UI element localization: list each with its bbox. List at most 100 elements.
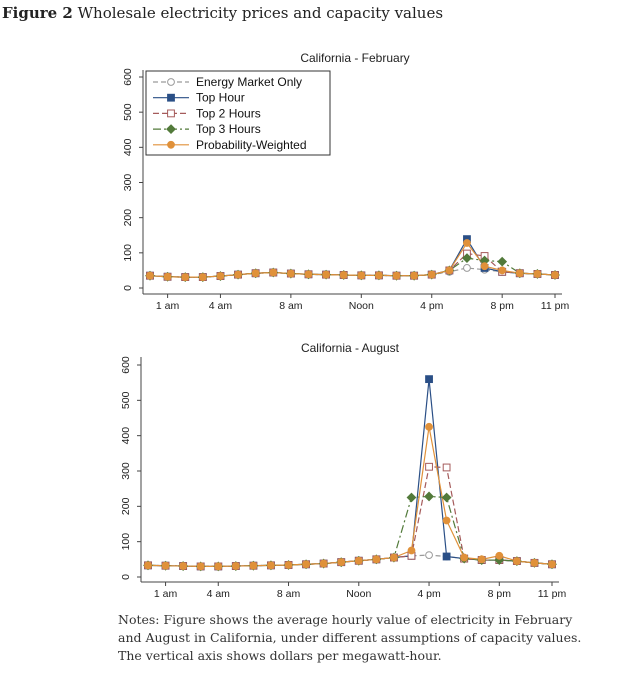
- figure-notes: Notes: Figure shows the average hourly v…: [118, 612, 582, 663]
- chart-title: California - August: [301, 341, 400, 355]
- data-point-prob: [551, 271, 559, 279]
- y-tick-label: 500: [122, 103, 134, 121]
- figure-title: Figure 2 Wholesale electricity prices an…: [2, 4, 443, 22]
- data-point-top2: [442, 463, 451, 472]
- x-tick-label: 1 am: [154, 588, 178, 600]
- data-point-prob: [354, 556, 363, 565]
- legend-marker-prob: [167, 140, 175, 149]
- series-line-prob: [147, 426, 553, 567]
- x-tick-label: Noon: [346, 588, 371, 600]
- data-point-prob: [249, 561, 258, 570]
- series-line-top3: [149, 257, 556, 278]
- legend-label-energy: Energy Market Only: [196, 75, 302, 89]
- legend-label-top1: Top Hour: [196, 91, 245, 105]
- data-point-prob: [512, 557, 521, 566]
- x-tick-label: 4 am: [209, 300, 233, 312]
- x-tick-label: 11 pm: [538, 588, 567, 600]
- data-point-prob: [407, 546, 416, 555]
- series-line-top2: [149, 252, 556, 278]
- data-point-prob: [548, 560, 556, 569]
- y-tick-label: 300: [122, 174, 134, 192]
- data-point-prob: [161, 561, 170, 570]
- data-point-prob: [392, 271, 401, 280]
- data-point-prob: [181, 273, 190, 281]
- y-tick-label: 400: [120, 427, 132, 445]
- x-tick-label: 4 pm: [420, 300, 444, 312]
- y-tick-label: 0: [120, 574, 132, 580]
- legend-label-prob: Probability-Weighted: [196, 138, 307, 152]
- data-point-top3: [462, 253, 472, 264]
- y-tick-label: 200: [122, 209, 134, 227]
- data-point-prob: [425, 422, 433, 431]
- data-point-prob: [231, 562, 240, 570]
- data-point-prob: [216, 272, 225, 280]
- x-tick-label: 11 pm: [541, 300, 570, 312]
- y-tick-label: 600: [120, 356, 132, 374]
- data-point-prob: [198, 273, 207, 281]
- data-point-top2: [425, 462, 433, 471]
- data-point-prob: [304, 270, 313, 279]
- legend-label-top3: Top 3 Hours: [196, 122, 261, 136]
- x-tick-label: 4 pm: [417, 588, 441, 600]
- data-point-prob: [214, 562, 223, 571]
- data-point-prob: [495, 551, 504, 560]
- x-tick-label: 8 am: [277, 588, 301, 600]
- legend-marker-energy: [167, 78, 175, 86]
- x-tick-label: 1 am: [156, 300, 180, 312]
- data-point-prob: [442, 516, 451, 525]
- data-point-energy: [425, 551, 433, 559]
- y-tick-label: 300: [120, 462, 132, 480]
- data-point-top1: [425, 375, 433, 384]
- data-point-prob: [463, 239, 471, 247]
- data-point-prob: [302, 560, 310, 569]
- series-line-top1: [147, 379, 553, 567]
- data-point-prob: [390, 553, 398, 562]
- data-point-top3: [441, 492, 452, 503]
- data-point-top3: [406, 492, 417, 503]
- data-point-prob: [445, 266, 454, 275]
- data-point-prob: [196, 562, 205, 571]
- y-tick-label: 400: [122, 138, 134, 156]
- data-point-prob: [234, 270, 242, 279]
- legend-marker-top2: [167, 109, 175, 118]
- y-tick-label: 100: [120, 533, 132, 551]
- data-point-prob: [530, 558, 539, 567]
- data-point-prob: [427, 270, 436, 279]
- data-point-prob: [357, 271, 366, 280]
- x-tick-label: 4 am: [207, 588, 231, 600]
- x-tick-label: 8 pm: [491, 300, 515, 312]
- chart-title: California - February: [300, 51, 409, 65]
- data-point-prob: [460, 553, 469, 562]
- data-point-prob: [477, 555, 486, 564]
- chart-february: California - February 0 100 200 300 400 500 600…: [122, 51, 570, 312]
- data-point-prob: [146, 271, 154, 280]
- data-point-prob: [269, 268, 278, 277]
- data-point-energy: [463, 264, 471, 272]
- data-point-prob: [515, 269, 524, 278]
- y-tick-label: 600: [122, 68, 134, 86]
- data-point-prob: [339, 271, 348, 279]
- data-point-prob: [410, 271, 419, 280]
- y-tick-label: 0: [122, 285, 134, 291]
- data-point-prob: [375, 271, 383, 280]
- figure-label: Figure 2: [2, 4, 73, 22]
- data-point-prob: [498, 266, 507, 275]
- data-point-prob: [284, 561, 293, 569]
- x-tick-label: 8 pm: [488, 588, 512, 600]
- legend-marker-top3: [166, 124, 176, 135]
- data-point-prob: [372, 555, 381, 564]
- data-point-top1: [442, 552, 451, 561]
- data-point-prob: [480, 262, 489, 271]
- data-point-prob: [251, 269, 260, 278]
- data-point-top3: [424, 491, 434, 502]
- figure-title-text: Wholesale electricity prices and capacit…: [77, 4, 444, 22]
- data-point-prob: [144, 561, 152, 570]
- y-tick-label: 200: [120, 497, 132, 515]
- y-tick-label: 500: [120, 391, 132, 409]
- data-point-prob: [322, 270, 330, 279]
- x-tick-label: Noon: [349, 300, 374, 312]
- series-line-top3: [147, 495, 553, 567]
- data-point-top3: [497, 256, 508, 267]
- data-point-prob: [533, 270, 542, 278]
